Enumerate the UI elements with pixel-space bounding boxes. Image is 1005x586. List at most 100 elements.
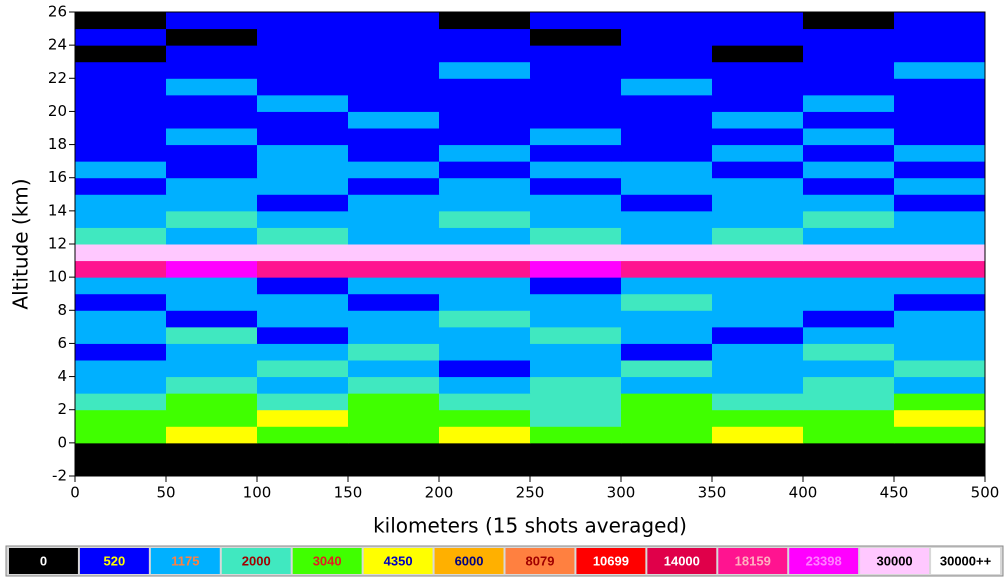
colorbar-label: 3040 (313, 553, 342, 568)
heatmap-cell (621, 128, 713, 146)
heatmap-cell (166, 45, 258, 63)
y-tick-label: 18 (48, 135, 67, 153)
x-tick-label: 150 (334, 484, 363, 502)
heatmap-cell (803, 78, 895, 96)
heatmap-cell (894, 376, 986, 394)
y-tick-label: 0 (57, 433, 67, 451)
heatmap-cell (621, 111, 713, 129)
heatmap-cell (712, 393, 804, 411)
heatmap-cell (530, 94, 622, 112)
heatmap-cell (712, 360, 804, 378)
heatmap-cell (257, 45, 349, 63)
heatmap-cell (439, 293, 531, 311)
colorbar-swatch (9, 548, 78, 574)
y-tick-label: 10 (48, 268, 67, 286)
heatmap-cell (166, 277, 258, 295)
heatmap-cell (439, 459, 531, 477)
heatmap-cell (439, 360, 531, 378)
heatmap-cell (530, 293, 622, 311)
heatmap-cell (621, 28, 713, 46)
heatmap-cell (712, 310, 804, 328)
heatmap-cell (348, 128, 440, 146)
heatmap-cell (348, 409, 440, 427)
heatmap-cell (621, 12, 713, 30)
heatmap-cell (75, 343, 167, 361)
heatmap-cell (894, 459, 986, 477)
heatmap-cell (166, 94, 258, 112)
heatmap-cell (530, 227, 622, 245)
heatmap-cell (439, 194, 531, 212)
heatmap-cell (803, 210, 895, 228)
y-tick-label: 8 (57, 301, 67, 319)
heatmap-cell (348, 161, 440, 179)
heatmap-cell (530, 111, 622, 129)
heatmap-cell (166, 343, 258, 361)
heatmap-cell (75, 210, 167, 228)
heatmap-cell (439, 61, 531, 79)
heatmap-cell (894, 393, 986, 411)
heatmap-cell (439, 177, 531, 195)
heatmap-cell (75, 360, 167, 378)
heatmap-cell (894, 177, 986, 195)
heatmap-cell (712, 61, 804, 79)
heatmap-cell (621, 61, 713, 79)
colorbar-label: 10699 (593, 553, 629, 568)
heatmap-cell (803, 360, 895, 378)
colorbar-swatch (860, 548, 930, 574)
heatmap-cell (621, 409, 713, 427)
x-tick-label: 0 (70, 484, 80, 502)
heatmap-cell (621, 360, 713, 378)
heatmap-cell (75, 78, 167, 96)
heatmap-cell (439, 94, 531, 112)
heatmap-cell (348, 61, 440, 79)
heatmap-cell (257, 78, 349, 96)
heatmap-cell (712, 293, 804, 311)
heatmap-cell (712, 260, 804, 278)
heatmap-cell (439, 128, 531, 146)
heatmap-cell (803, 409, 895, 427)
heatmap-cell (257, 459, 349, 477)
heatmap-cell (439, 244, 531, 262)
heatmap-cell (530, 442, 622, 460)
heatmap-cell (803, 426, 895, 444)
heatmap-cell (348, 310, 440, 328)
heatmap-cell (803, 376, 895, 394)
heatmap-cell (803, 293, 895, 311)
heatmap-cell (348, 426, 440, 444)
heatmap-cell (348, 177, 440, 195)
heatmap-cell (166, 210, 258, 228)
heatmap-cell (257, 360, 349, 378)
heatmap-cell (257, 326, 349, 344)
x-tick-label: 300 (607, 484, 636, 502)
heatmap-cell (894, 12, 986, 30)
heatmap-cell (530, 244, 622, 262)
heatmap-cell (439, 426, 531, 444)
heatmap-cell (257, 28, 349, 46)
heatmap-cell (439, 210, 531, 228)
heatmap-cell (166, 260, 258, 278)
heatmap-cell (439, 376, 531, 394)
heatmap-cell (166, 293, 258, 311)
heatmap-cell (712, 459, 804, 477)
heatmap-cell (348, 442, 440, 460)
x-tick-label: 50 (156, 484, 175, 502)
heatmap-cell (257, 227, 349, 245)
heatmap-cell (166, 426, 258, 444)
heatmap-cell (257, 409, 349, 427)
heatmap-cell (894, 277, 986, 295)
x-tick-label: 400 (789, 484, 818, 502)
heatmap-cell (894, 293, 986, 311)
heatmap-cell (257, 111, 349, 129)
heatmap-cell (712, 409, 804, 427)
heatmap-cell (894, 227, 986, 245)
y-tick-label: 26 (48, 3, 67, 21)
heatmap-cell (439, 12, 531, 30)
colorbar-swatch (718, 548, 788, 574)
heatmap-cell (803, 28, 895, 46)
colorbar-swatch (434, 548, 504, 574)
heatmap-cell (439, 144, 531, 162)
heatmap-cell (621, 326, 713, 344)
heatmap-cell (439, 111, 531, 129)
heatmap-cell (803, 459, 895, 477)
